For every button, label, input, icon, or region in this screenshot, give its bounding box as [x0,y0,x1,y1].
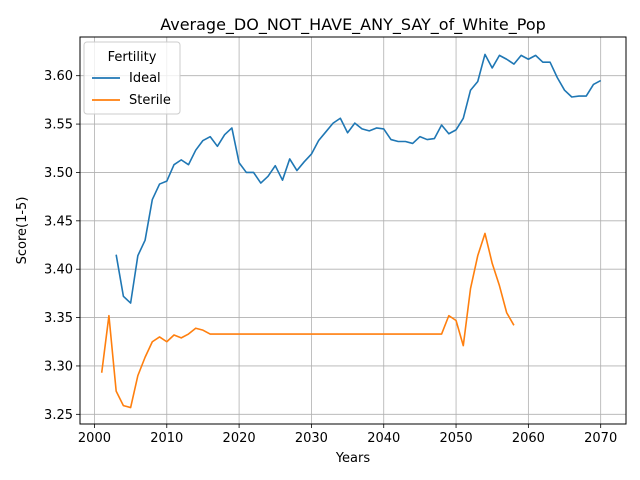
plot-frame [79,36,627,425]
y-axis-label: Score(1-5) [15,197,30,265]
legend-box [83,41,181,115]
y-tick-label: 3.60 [44,69,73,84]
x-tick-label: 2060 [512,431,545,446]
series-line-sterile [100,232,515,409]
series-line-ideal [115,53,602,304]
x-tick-label: 2000 [78,431,111,446]
x-tick-label: 2030 [295,431,328,446]
ticks: 2000 2010 2020 2030 2040 2050 2060 2070 3.25 3.30… [44,69,617,446]
y-tick-label: 3.25 [44,408,73,423]
x-tick-label: 2040 [367,431,400,446]
x-tick-label: 2050 [440,431,473,446]
x-tick-label: 2070 [584,431,617,446]
x-tick-label: 2010 [150,431,183,446]
y-tick-label: 3.35 [44,311,73,326]
x-tick-label: 2020 [223,431,256,446]
y-tick-label: 3.40 [44,263,73,278]
legend-label-sterile: Sterile [129,93,171,108]
y-tick-label: 3.45 [44,214,73,229]
x-axis-label: Years [335,451,371,466]
y-tick-label: 3.50 [44,166,73,181]
y-tick-label: 3.55 [44,118,73,133]
legend: Fertility Ideal Sterile [83,41,181,115]
grid [80,37,626,424]
legend-title: Fertility [108,50,157,65]
series-lines [100,53,602,409]
legend-label-ideal: Ideal [129,71,161,86]
chart-title: Average_DO_NOT_HAVE_ANY_SAY_of_White_Pop [160,15,546,35]
y-tick-label: 3.30 [44,359,73,374]
